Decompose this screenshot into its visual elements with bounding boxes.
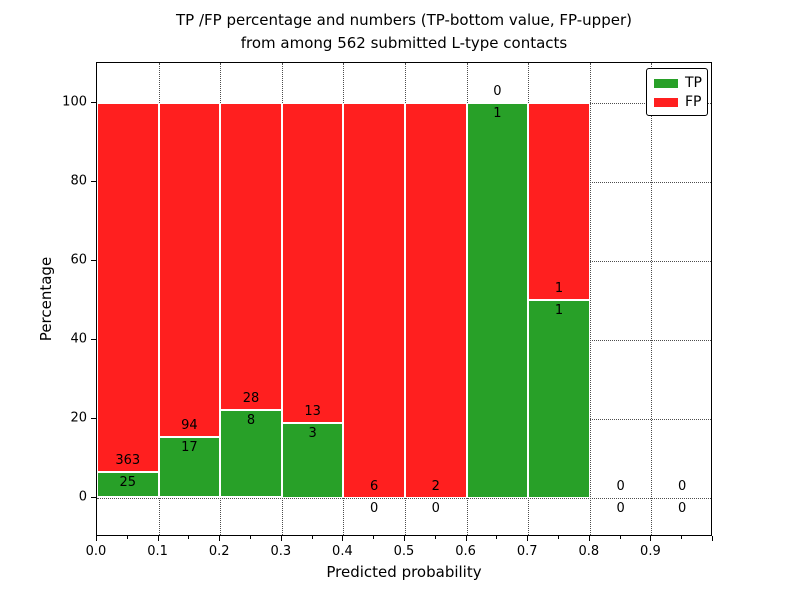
tp-count-label: 8 [246,412,256,428]
y-tick-label: 0 [78,489,87,504]
y-axis-tick [91,259,96,261]
x-tick-label: 0.0 [85,544,107,559]
fp-count-label: 0 [616,478,625,494]
fp-count-label: 1 [554,281,564,296]
x-axis-tick [465,536,467,541]
y-gridline [97,497,711,499]
x-axis-minor-tick [188,536,190,539]
legend-label-fp: FP [685,94,702,110]
chart-title: TP /FP percentage and numbers (TP-bottom… [96,9,712,55]
x-axis-minor-tick [681,536,683,539]
bar-fp-segment [343,102,405,498]
x-axis-minor-tick [496,536,498,539]
x-axis-minor-tick [619,536,621,539]
fp-count-label: 6 [370,478,379,494]
tp-count-label: 25 [119,475,137,491]
bar-fp-segment [97,102,159,473]
x-axis-minor-tick [311,536,313,539]
tp-count-label: 0 [616,500,625,516]
chart-title-line1: TP /FP percentage and numbers (TP-bottom… [176,11,632,29]
x-axis-minor-tick [373,536,375,539]
y-tick-label: 80 [70,173,87,188]
chart-title-line2: from among 562 submitted L-type contacts [240,34,568,52]
x-axis-tick [157,536,159,541]
y-axis-tick [91,496,96,498]
fp-count-label: 363 [115,453,141,469]
x-axis-tick [588,536,590,541]
x-tick-label: 0.5 [393,544,415,559]
x-tick-label: 0.4 [332,544,353,559]
legend-item-fp: FP [654,94,702,110]
x-axis-tick [96,536,97,541]
x-tick-label: 0.8 [578,544,600,559]
tp-count-label: 17 [181,440,198,455]
bar-fp-segment [405,102,467,498]
fp-swatch-icon [654,97,678,107]
fp-count-label: 94 [181,418,198,433]
tp-count-label: 0 [370,500,379,516]
x-gridline [589,63,591,535]
legend: TP FP [646,68,708,116]
y-axis-tick [91,338,96,340]
x-axis-tick [527,536,529,541]
y-tick-label: 60 [70,252,87,267]
x-axis-minor-tick [126,536,128,539]
x-axis-tick [404,536,405,541]
tp-count-label: 1 [554,303,564,318]
x-tick-label: 0.6 [455,544,476,559]
tp-swatch-icon [654,78,678,88]
x-axis-tick [219,536,221,541]
fp-count-label: 28 [242,390,260,406]
bar-fp-segment [220,102,282,410]
x-axis-minor-tick [558,536,559,539]
fp-count-label: 0 [678,478,687,494]
y-axis-tick [91,180,96,182]
y-axis-label: Percentage [37,256,55,342]
bar-tp-segment [466,102,529,498]
x-tick-label: 0.3 [270,544,292,559]
x-axis-minor-tick [434,536,436,539]
fp-count-label: 13 [304,404,321,420]
y-axis-tick [91,417,96,419]
tp-count-label: 1 [493,105,502,121]
fp-count-label: 0 [493,83,502,99]
x-gridline [651,63,653,535]
legend-item-tp: TP [654,75,702,91]
x-axis-tick [280,536,282,541]
x-tick-label: 0.9 [640,544,661,559]
tp-count-label: 3 [308,426,317,442]
bar-fp-segment [528,102,590,300]
x-axis-tick [650,536,652,541]
x-tick-label: 0.1 [147,544,168,559]
x-axis-tick [712,536,713,541]
plot-area: 363 25 94 17 28 8 13 3 6 0 2 0 0 1 1 1 0 0 0 0 TP FP [96,62,712,536]
tp-count-label: 0 [678,500,687,516]
y-axis-tick [91,101,96,103]
bar-tp-segment [220,409,282,498]
x-axis-minor-tick [250,536,251,539]
x-axis-tick [342,536,344,541]
fp-count-label: 2 [431,478,440,494]
bar-fp-segment [281,102,344,424]
legend-label-tp: TP [685,75,702,91]
bar-tp-segment [528,300,590,498]
y-tick-label: 40 [70,331,87,346]
y-tick-label: 20 [70,410,87,425]
bar-fp-segment [158,102,221,437]
x-tick-label: 0.7 [516,544,538,559]
x-axis-label: Predicted probability [326,563,482,581]
bar-tp-segment [281,423,344,498]
y-tick-label: 100 [62,94,87,109]
tp-count-label: 0 [431,500,440,516]
bar-tp-segment [97,472,159,498]
x-tick-label: 0.2 [208,544,230,559]
bar-tp-segment [158,437,221,498]
